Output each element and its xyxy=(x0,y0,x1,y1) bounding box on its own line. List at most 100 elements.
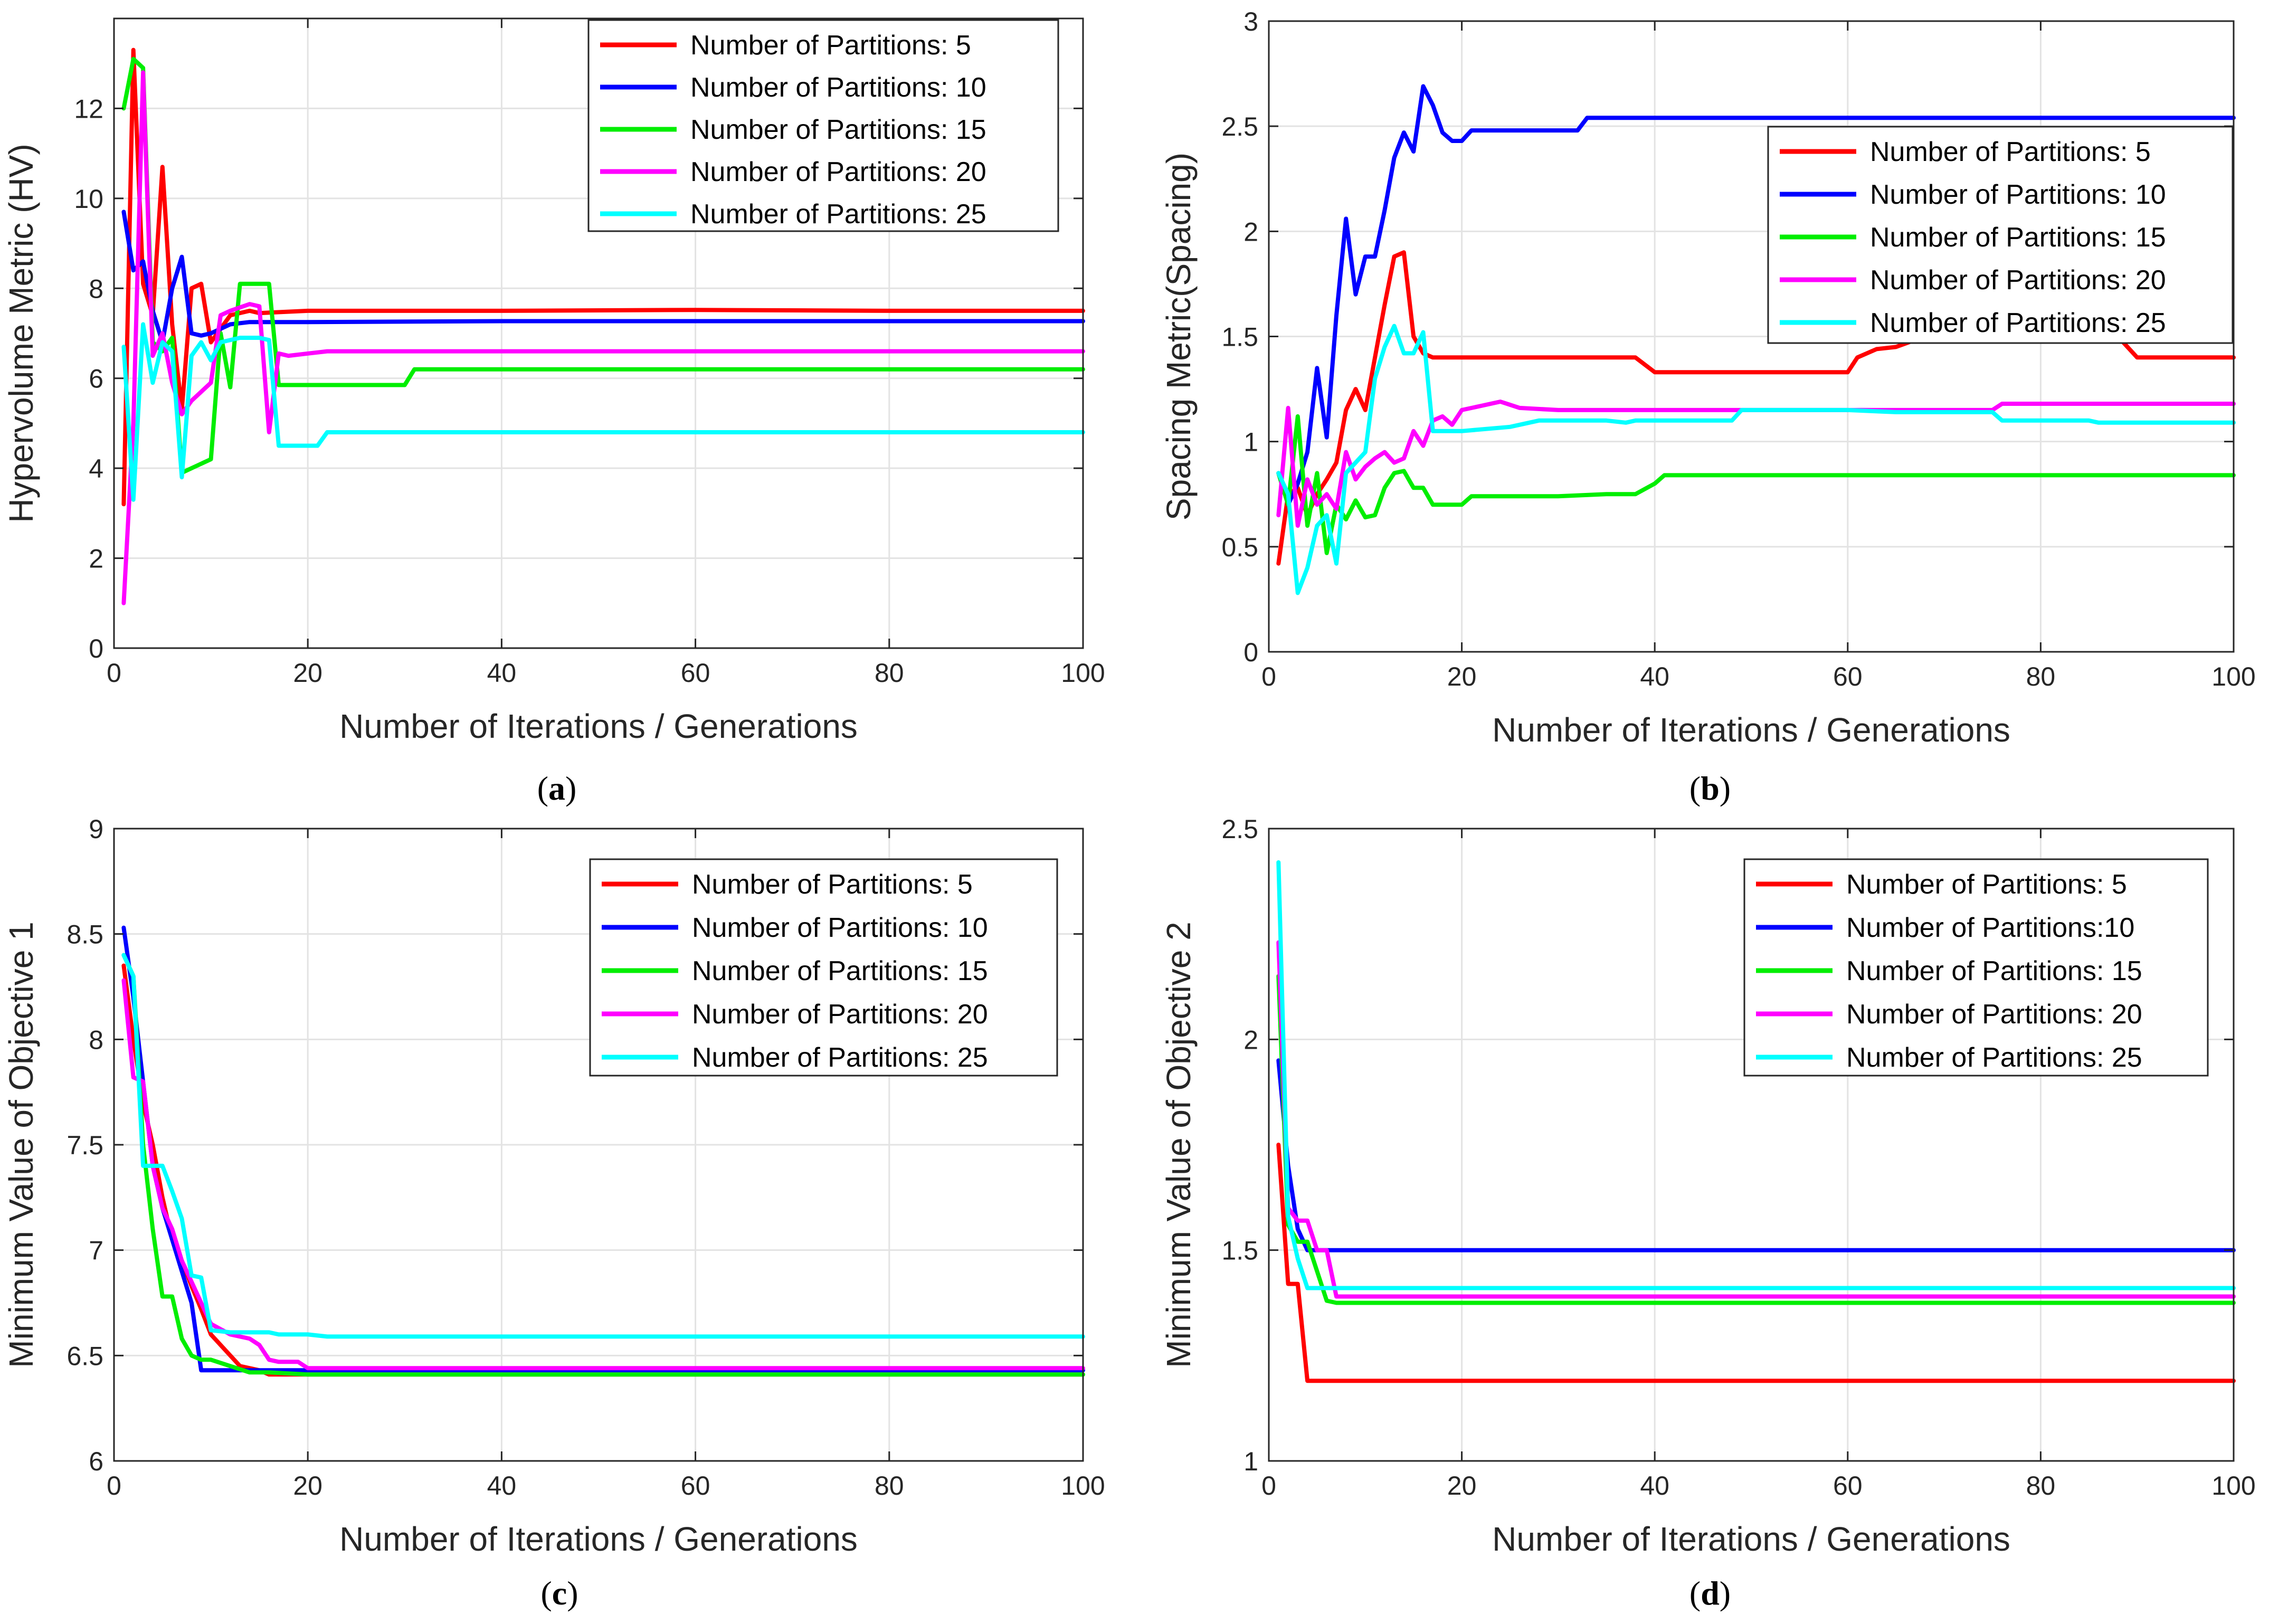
legend-entry-3: Number of Partitions: 15 xyxy=(690,115,986,145)
panel-label-close-paren: ) xyxy=(567,1574,578,1612)
y-tick-label: 2 xyxy=(1243,1025,1258,1055)
legend-entry-1: Number of Partitions: 5 xyxy=(692,869,973,900)
x-tick-label: 80 xyxy=(2026,662,2056,691)
panel-label-open-paren: ( xyxy=(540,1574,552,1612)
x-tick-label: 0 xyxy=(107,658,121,688)
series-line-3 xyxy=(121,953,1085,1377)
legend-entry-1: Number of Partitions: 5 xyxy=(1846,869,2127,900)
panel-label-letter: a xyxy=(548,770,565,807)
panel-label-letter: c xyxy=(552,1574,567,1612)
x-tick-label: 100 xyxy=(2211,1471,2255,1500)
x-tick-label: 60 xyxy=(681,658,710,688)
y-tick-label: 10 xyxy=(74,184,103,214)
y-tick-label: 8 xyxy=(89,1025,103,1055)
x-tick-label: 0 xyxy=(107,1471,121,1500)
legend-entry-1: Number of Partitions: 5 xyxy=(1870,137,2151,167)
legend-entry-4: Number of Partitions: 20 xyxy=(690,157,986,187)
series-line-5 xyxy=(1276,860,2236,1290)
legend-entry-3: Number of Partitions: 15 xyxy=(692,956,988,986)
x-tick-label: 60 xyxy=(1833,1471,1863,1500)
y-tick-label: 1 xyxy=(1243,428,1258,457)
axes-box xyxy=(1268,828,2235,1462)
x-tick-label: 100 xyxy=(1061,1471,1105,1500)
y-tick-label: 1.5 xyxy=(1221,322,1258,352)
legend-entry-5: Number of Partitions: 25 xyxy=(1846,1042,2142,1073)
y-tick-label: 0 xyxy=(89,634,103,663)
y-tick-label: 6 xyxy=(89,364,103,394)
x-tick-label: 60 xyxy=(681,1471,710,1500)
panel-label: (d) xyxy=(1689,1574,1731,1612)
legend-box xyxy=(587,19,1059,232)
x-axis-title: Number of Iterations / Generations xyxy=(1492,711,2010,749)
panel-label-open-paren: ( xyxy=(537,770,548,807)
legend-entry-2: Number of Partitions: 10 xyxy=(690,72,986,103)
series-line-5 xyxy=(121,953,1085,1339)
x-tick-label: 80 xyxy=(875,658,904,688)
panel-label: (a) xyxy=(537,770,577,807)
x-tick-label: 0 xyxy=(1261,662,1276,691)
legend-entry-2: Number of Partitions:10 xyxy=(1846,913,2134,943)
y-tick-label: 0 xyxy=(1243,638,1258,667)
y-tick-label: 4 xyxy=(89,454,103,483)
y-tick-label: 1.5 xyxy=(1221,1236,1258,1266)
legend-entry-2: Number of Partitions: 10 xyxy=(692,913,988,943)
panel-label-close-paren: ) xyxy=(1720,770,1731,807)
y-tick-label: 2.5 xyxy=(1221,814,1258,844)
legend-box xyxy=(589,858,1058,1077)
x-axis-title: Number of Iterations / Generations xyxy=(339,707,858,745)
series-line-4 xyxy=(1276,400,2236,528)
y-tick-label: 6 xyxy=(89,1447,103,1476)
panel-label-open-paren: ( xyxy=(1689,770,1701,807)
panel-label: (b) xyxy=(1689,770,1731,807)
x-tick-label: 40 xyxy=(1640,1471,1669,1500)
x-tick-label: 20 xyxy=(1447,1471,1477,1500)
x-tick-label: 100 xyxy=(1061,658,1105,688)
chart-panel-b: 0 20 40 60 80 100 0 0.5 1 1.5 2 2.5 3 Number of Itera… xyxy=(1160,7,2256,807)
legend-box xyxy=(1743,858,2209,1077)
x-axis-title: Number of Iterations / Generations xyxy=(1492,1520,2010,1558)
axes-box xyxy=(113,17,1084,649)
y-axis-title: Minimum Value of Objective 2 xyxy=(1160,922,1198,1367)
legend-entry-1: Number of Partitions: 5 xyxy=(690,30,971,61)
y-tick-label: 8 xyxy=(89,274,103,303)
series-line-4 xyxy=(1276,940,2236,1299)
panel-label-letter: d xyxy=(1701,1574,1720,1612)
chart-panel-d: 0 20 40 60 80 100 1 1.5 2 2.5 Number of Iterations… xyxy=(1160,814,2256,1612)
legend-entry-2: Number of Partitions: 10 xyxy=(1870,179,2166,210)
chart-panel-a: 0 20 40 60 80 100 0 2 4 6 8 10 12 Number of Iteration… xyxy=(2,17,1105,807)
panel-label: (c) xyxy=(540,1574,578,1612)
x-tick-label: 40 xyxy=(487,1471,517,1500)
x-tick-label: 20 xyxy=(1447,662,1477,691)
series-line-5 xyxy=(121,322,1085,502)
legend-entry-5: Number of Partitions: 25 xyxy=(690,199,986,230)
legend-entry-5: Number of Partitions: 25 xyxy=(1870,308,2166,338)
y-axis-title: Hypervolume Metric (HV) xyxy=(2,144,40,523)
x-tick-label: 40 xyxy=(487,658,517,688)
x-tick-label: 40 xyxy=(1640,662,1669,691)
y-tick-label: 2 xyxy=(89,544,103,574)
y-tick-label: 2.5 xyxy=(1221,112,1258,141)
x-tick-label: 20 xyxy=(293,658,322,688)
legend-entry-3: Number of Partitions: 15 xyxy=(1846,956,2142,986)
panel-label-close-paren: ) xyxy=(565,770,576,807)
x-tick-label: 20 xyxy=(293,1471,322,1500)
x-tick-label: 0 xyxy=(1261,1471,1276,1500)
panel-label-close-paren: ) xyxy=(1720,1574,1731,1612)
y-tick-label: 7.5 xyxy=(67,1131,103,1160)
legend-entry-4: Number of Partitions: 20 xyxy=(692,999,988,1030)
y-axis-title: Minimum Value of Objective 1 xyxy=(2,922,40,1367)
series-line-3 xyxy=(1276,414,2236,555)
panel-label-letter: b xyxy=(1701,770,1720,807)
y-tick-label: 3 xyxy=(1243,7,1258,36)
legend-entry-3: Number of Partitions: 15 xyxy=(1870,222,2166,253)
y-tick-label: 6.5 xyxy=(67,1341,103,1371)
y-tick-label: 7 xyxy=(89,1236,103,1266)
y-tick-label: 8.5 xyxy=(67,920,103,949)
legend-entry-4: Number of Partitions: 20 xyxy=(1870,265,2166,296)
legend-entry-5: Number of Partitions: 25 xyxy=(692,1042,988,1073)
legend-entry-4: Number of Partitions: 20 xyxy=(1846,999,2142,1030)
series-line-4 xyxy=(121,70,1085,605)
series-line-5 xyxy=(1276,324,2236,595)
x-tick-label: 100 xyxy=(2211,662,2255,691)
